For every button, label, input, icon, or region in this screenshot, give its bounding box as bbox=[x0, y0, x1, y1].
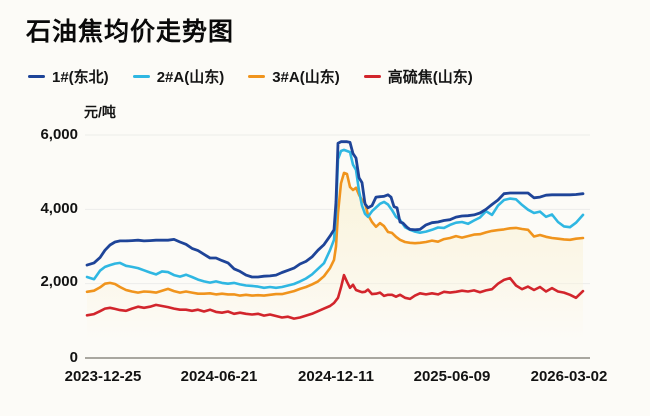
legend-swatch-icon bbox=[248, 74, 266, 79]
legend-swatch-icon bbox=[363, 74, 381, 79]
legend-label: 1#(东北) bbox=[52, 69, 109, 86]
y-axis-unit-label: 元/吨 bbox=[84, 104, 116, 120]
x-tick-label: 2025-06-09 bbox=[413, 368, 491, 385]
legend-item-3a-shandong[interactable]: 3#A(山东) bbox=[248, 66, 340, 87]
legend-item-gaoliujiao-shandong[interactable]: 高硫焦(山东) bbox=[363, 66, 473, 87]
legend-label: 2#A(山东) bbox=[156, 69, 225, 86]
page-title: 石油焦均价走势图 bbox=[26, 18, 235, 46]
x-tick-label: 2023-12-25 bbox=[64, 368, 142, 385]
y-tick-label: 4,000 bbox=[40, 200, 78, 217]
legend-swatch-icon bbox=[132, 74, 150, 79]
x-tick-label: 2024-06-21 bbox=[180, 368, 258, 385]
legend-item-2a-shandong[interactable]: 2#A(山东) bbox=[132, 66, 225, 87]
x-tick-label: 2024-12-11 bbox=[298, 368, 374, 385]
legend-item-1-dongbei[interactable]: 1#(东北) bbox=[28, 66, 109, 87]
legend-label: 高硫焦(山东) bbox=[387, 69, 473, 86]
y-tick-label: 0 bbox=[69, 349, 78, 366]
legend: 1#(东北) 2#A(山东) 3#A(山东) 高硫焦(山东) bbox=[28, 66, 640, 87]
x-tick-label: 2026-03-02 bbox=[530, 368, 608, 385]
y-tick-label: 2,000 bbox=[40, 273, 78, 290]
legend-label: 3#A(山东) bbox=[272, 69, 340, 86]
legend-swatch-icon bbox=[28, 74, 45, 79]
y-tick-label: 6,000 bbox=[40, 126, 78, 143]
